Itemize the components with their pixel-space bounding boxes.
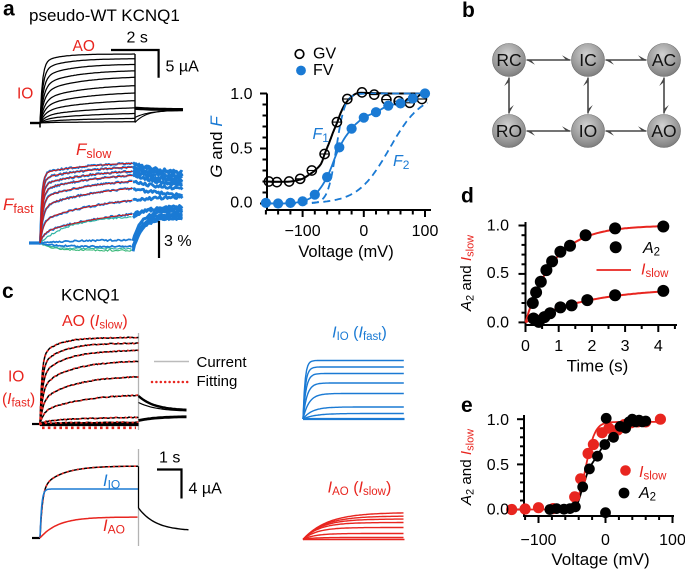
svg-text:0.0: 0.0 (487, 315, 509, 332)
svg-text:Current: Current (197, 354, 248, 371)
svg-text:c: c (2, 280, 14, 303)
svg-text:0: 0 (601, 532, 610, 549)
svg-text:Voltage (mV): Voltage (mV) (298, 243, 393, 261)
svg-text:1.0: 1.0 (230, 86, 252, 103)
svg-text:IAO (Islow): IAO (Islow) (328, 480, 392, 499)
svg-text:2: 2 (587, 338, 596, 355)
svg-text:IIO (Ifast): IIO (Ifast) (332, 325, 387, 344)
svg-text:0.5: 0.5 (487, 457, 509, 474)
svg-text:G and F: G and F (207, 115, 226, 178)
svg-text:IAO: IAO (103, 517, 125, 537)
svg-text:−100: −100 (285, 223, 321, 240)
svg-text:IC: IC (579, 50, 597, 70)
svg-text:0.0: 0.0 (487, 502, 509, 519)
svg-text:a: a (3, 0, 15, 21)
svg-text:4: 4 (654, 338, 663, 355)
svg-text:AC: AC (652, 50, 676, 70)
svg-text:1.0: 1.0 (487, 218, 509, 235)
svg-text:0: 0 (359, 223, 368, 240)
svg-text:1: 1 (554, 338, 563, 355)
svg-text:GV: GV (313, 46, 336, 63)
svg-text:RC: RC (496, 50, 521, 70)
svg-text:KCNQ1: KCNQ1 (61, 286, 120, 305)
svg-text:A2 and Islow: A2 and Islow (458, 429, 477, 506)
svg-text:e: e (461, 394, 473, 417)
svg-text:d: d (461, 185, 474, 208)
svg-text:IO: IO (17, 86, 33, 103)
svg-text:−100: −100 (520, 532, 556, 549)
svg-text:AO: AO (73, 38, 95, 55)
svg-text:IO: IO (8, 369, 24, 386)
svg-text:0.5: 0.5 (487, 265, 509, 282)
svg-text:5 µA: 5 µA (166, 59, 200, 76)
svg-text:F2: F2 (393, 153, 410, 172)
svg-text:pseudo-WT KCNQ1: pseudo-WT KCNQ1 (29, 6, 180, 25)
svg-text:IIO: IIO (103, 472, 120, 492)
svg-text:Voltage (mV): Voltage (mV) (551, 550, 649, 569)
svg-text:1.0: 1.0 (487, 412, 509, 429)
svg-text:3: 3 (621, 338, 630, 355)
svg-text:Fitting: Fitting (197, 373, 238, 390)
svg-text:FV: FV (313, 62, 334, 79)
svg-text:RO: RO (496, 121, 522, 141)
svg-text:100: 100 (412, 223, 439, 240)
svg-text:3 %: 3 % (164, 233, 192, 250)
svg-text:100: 100 (659, 532, 685, 549)
svg-text:Time (s): Time (s) (567, 357, 629, 376)
svg-text:A2 and Islow: A2 and Islow (458, 235, 477, 312)
svg-text:AO: AO (651, 121, 676, 141)
svg-text:0.5: 0.5 (230, 141, 252, 158)
svg-text:0.0: 0.0 (230, 195, 252, 212)
svg-text:1 s: 1 s (159, 450, 180, 467)
svg-text:b: b (462, 0, 475, 22)
svg-text:2 s: 2 s (127, 30, 148, 47)
svg-text:IO: IO (579, 121, 597, 141)
svg-text:4 µA: 4 µA (189, 481, 223, 498)
svg-text:0: 0 (521, 338, 530, 355)
svg-text:F1: F1 (313, 126, 330, 145)
